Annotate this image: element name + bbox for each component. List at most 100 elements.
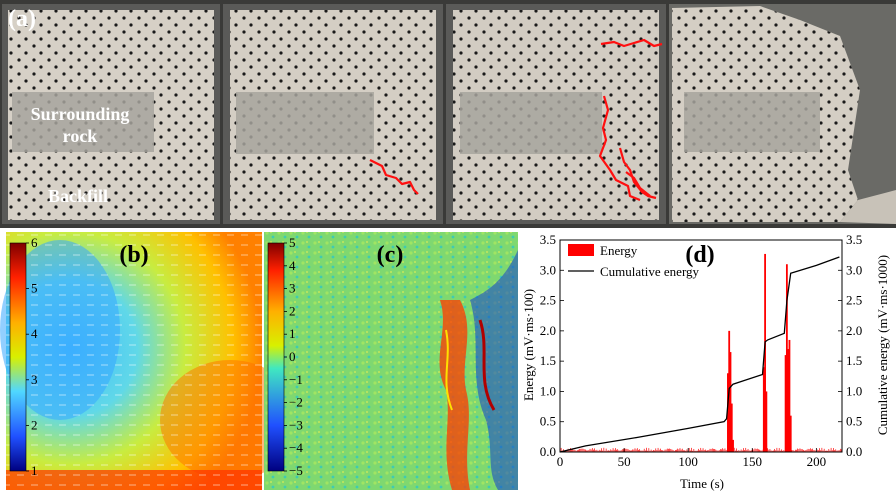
energy-noise-bar	[664, 449, 666, 452]
energy-noise-bar	[587, 450, 589, 452]
panel-c-label: (c)	[377, 242, 404, 268]
y-tick-label-left: 2.0	[540, 323, 556, 338]
energy-noise-bar	[826, 450, 827, 452]
colorbar-b-tick-label: 4	[31, 326, 38, 341]
energy-noise-bar	[782, 450, 784, 452]
energy-noise-bar	[711, 448, 713, 452]
crack-lines	[369, 38, 663, 202]
energy-noise-bar	[579, 448, 580, 452]
energy-noise-bar	[701, 449, 703, 452]
energy-noise-bar	[572, 448, 574, 452]
energy-noise-bar	[593, 449, 594, 452]
legend-energy-swatch	[568, 244, 594, 256]
y-tick-label-left: 3.5	[540, 232, 556, 247]
energy-noise-bar	[649, 450, 651, 452]
energy-noise-bar	[819, 448, 820, 452]
surrounding-rock-label-line2: rock	[63, 126, 98, 146]
energy-noise-bar	[816, 449, 818, 452]
energy-bar	[730, 403, 733, 452]
energy-noise-bar	[735, 450, 736, 452]
colorbar-c-tick-label: −4	[289, 440, 303, 455]
y-tick-label-right: 1.0	[846, 383, 862, 398]
energy-noise-bar	[640, 450, 642, 452]
y-tick-label-left: 0.0	[540, 444, 556, 459]
energy-noise-bar	[681, 448, 683, 452]
y-tick-label-left: 2.5	[540, 293, 556, 308]
energy-noise-bar	[651, 450, 653, 452]
energy-bar	[787, 349, 790, 452]
energy-noise-bar	[633, 449, 635, 452]
energy-noise-bar	[617, 449, 619, 452]
energy-noise-bar	[582, 448, 584, 452]
energy-noise-bar	[655, 448, 657, 452]
energy-noise-bar	[821, 447, 823, 452]
energy-noise-bar	[653, 449, 654, 452]
energy-noise-bar	[794, 449, 796, 452]
y-axis-label-left: Energy (mV·ms·100)	[521, 289, 536, 401]
energy-noise-bar	[733, 447, 735, 452]
energy-noise-bar	[714, 449, 715, 452]
y-tick-label-right: 3.0	[846, 262, 862, 277]
energy-noise-bar	[673, 450, 675, 452]
energy-noise-bar	[566, 450, 568, 452]
energy-noise-bar	[642, 450, 644, 452]
energy-noise-bar	[627, 449, 629, 452]
energy-noise-bar	[631, 450, 632, 452]
energy-noise-bar	[596, 449, 598, 452]
energy-noise-bar	[769, 449, 771, 452]
energy-noise-bar	[745, 447, 747, 452]
energy-noise-bar	[604, 450, 606, 452]
y-tick-label-left: 1.0	[540, 383, 556, 398]
panel-b-label: (b)	[119, 242, 148, 268]
energy-noise-bar	[806, 449, 808, 452]
energy-noise-bar	[581, 448, 583, 452]
energy-noise-bar	[660, 448, 661, 452]
energy-noise-bar	[736, 448, 737, 452]
energy-noise-bar	[710, 449, 712, 452]
energy-noise-bar	[800, 449, 802, 452]
energy-noise-bar	[621, 449, 623, 452]
energy-noise-bar	[601, 448, 602, 452]
y-tick-label-right: 2.0	[846, 323, 862, 338]
energy-noise-bar	[715, 449, 717, 452]
energy-noise-bar	[670, 448, 672, 452]
colorbar-c-tick-label: −2	[289, 395, 303, 410]
energy-noise-bar	[828, 449, 830, 452]
energy-noise-bar	[675, 450, 676, 452]
energy-noise-bar	[595, 450, 597, 452]
energy-noise-bar	[827, 450, 828, 452]
energy-noise-bar	[688, 448, 690, 452]
energy-noise-bar	[648, 448, 650, 452]
surrounding-rock-zone	[684, 92, 820, 152]
energy-noise-bar	[578, 449, 579, 452]
energy-noise-bar	[650, 449, 652, 452]
energy-noise-bar	[611, 450, 613, 452]
energy-noise-bar	[612, 448, 614, 452]
energy-noise-bar	[623, 449, 624, 452]
energy-noise-bar	[571, 449, 572, 452]
y-tick-label-right: 1.5	[846, 353, 862, 368]
energy-noise-bar	[585, 449, 586, 452]
energy-noise-bar	[709, 448, 711, 452]
colorbar-c-tick-label: −3	[289, 417, 303, 432]
energy-noise-bar	[606, 450, 608, 452]
energy-noise-bar	[568, 449, 570, 452]
energy-noise-bar	[683, 450, 684, 452]
energy-noise-bar	[741, 450, 743, 452]
energy-noise-bar	[771, 450, 773, 452]
energy-noise-bar	[829, 450, 831, 452]
colorbar-c-ticks: 5 4 3 2 1 0 −1 −2 −3 −4 −5	[284, 235, 303, 478]
energy-noise-bar	[812, 448, 813, 452]
energy-bar	[762, 367, 765, 452]
energy-bar	[729, 352, 732, 452]
energy-noise-bar	[792, 450, 794, 452]
energy-noise-bar	[737, 450, 739, 452]
energy-noise-bar	[598, 449, 600, 452]
energy-noise-bar	[605, 448, 607, 452]
energy-noise-bar	[677, 448, 679, 452]
energy-noise-bar	[574, 449, 576, 452]
energy-noise-bar	[770, 450, 772, 452]
energy-noise-bar	[760, 450, 762, 452]
colorbar-c-tick-label: 3	[289, 281, 296, 296]
panel-c: 5 4 3 2 1 0 −1 −2 −3 −4 −5 (c)	[264, 232, 518, 490]
